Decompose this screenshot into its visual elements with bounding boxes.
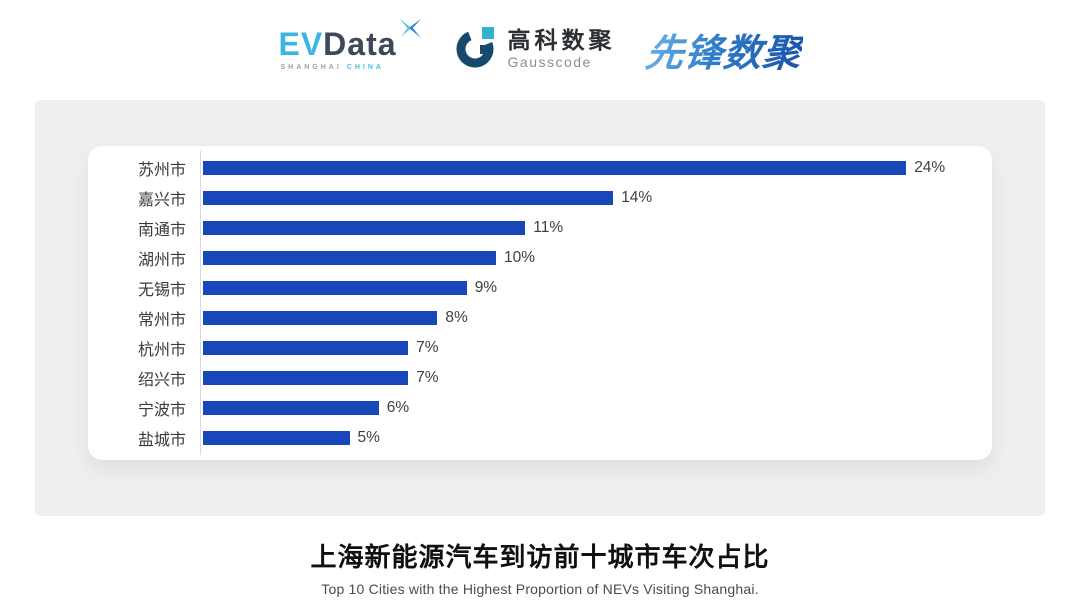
bar (203, 431, 350, 445)
bar-area: 8% (200, 309, 992, 327)
value-label: 7% (416, 339, 439, 356)
y-axis-line (200, 151, 201, 455)
gausscode-en-text: Gausscode (507, 54, 592, 71)
chart-row: 苏州市 24% (88, 153, 992, 183)
bar (203, 251, 496, 265)
value-label: 24% (914, 159, 946, 176)
caption: 上海新能源汽车到访前十城市车次占比 Top 10 Cities with the… (0, 537, 1080, 597)
bar-area: 7% (200, 369, 992, 387)
gausscode-logo: 高科数聚 Gausscode (453, 24, 616, 75)
category-label: 嘉兴市 (137, 192, 186, 209)
header-logos: EV Data SHANGHAI CHINA 高科数聚 (0, 0, 1080, 86)
chart-row: 绍兴市 7% (88, 363, 992, 393)
chart-row: 盐城市 5% (88, 423, 992, 453)
bar-area: 7% (200, 339, 992, 357)
evdata-data-text: Data (323, 25, 397, 62)
value-label: 5% (357, 429, 380, 446)
gausscode-cn-text: 高科数聚 (507, 26, 616, 53)
category-label: 杭州市 (137, 342, 186, 359)
evdata-shanghai-text: SHANGHAI (280, 63, 342, 71)
bar (203, 371, 409, 385)
category-label: 常州市 (137, 312, 186, 329)
category-label: 湖州市 (137, 252, 186, 269)
value-label: 9% (474, 279, 498, 296)
category-label: 无锡市 (137, 282, 186, 299)
evdata-wordmark: EV Data (278, 17, 422, 62)
bar (203, 191, 614, 205)
category-label: 绍兴市 (137, 372, 186, 389)
chart-card: 苏州市 24% 嘉兴市 14% 南通市 11% 湖州市 10% 无锡市 9% 常州市 8% 杭州市 7% 绍… (88, 146, 992, 460)
bar-chart: 苏州市 24% 嘉兴市 14% 南通市 11% 湖州市 10% 无锡市 9% 常州市 8% 杭州市 7% 绍… (88, 146, 992, 460)
xianfeng-wordmark-text: 先锋数聚 (643, 22, 805, 77)
evdata-subtext: SHANGHAI CHINA (278, 64, 422, 71)
value-label: 11% (533, 219, 564, 236)
bar (203, 341, 409, 355)
category-label: 苏州市 (137, 162, 186, 179)
value-label: 8% (445, 309, 468, 326)
xianfeng-logo: 先锋数聚 (643, 22, 805, 77)
bar-area: 5% (200, 429, 992, 447)
bar (203, 401, 379, 415)
gausscode-wordmark: 高科数聚 Gausscode (507, 26, 616, 71)
value-label: 10% (504, 249, 536, 266)
chart-panel: 苏州市 24% 嘉兴市 14% 南通市 11% 湖州市 10% 无锡市 9% 常州市 8% 杭州市 7% 绍… (35, 100, 1045, 516)
bar (203, 311, 438, 325)
chart-row: 无锡市 9% (88, 273, 992, 303)
pinwheel-x-icon (397, 16, 423, 45)
bar (203, 281, 467, 295)
category-label: 盐城市 (137, 432, 186, 449)
chart-row: 湖州市 10% (88, 243, 992, 273)
bar-area: 6% (200, 399, 992, 417)
bar-area: 9% (200, 279, 992, 297)
chart-row: 常州市 8% (88, 303, 992, 333)
chart-row: 嘉兴市 14% (88, 183, 992, 213)
bar (203, 221, 526, 235)
bar-area: 11% (200, 219, 992, 237)
category-label: 南通市 (137, 222, 186, 239)
value-label: 14% (621, 189, 653, 206)
value-label: 7% (416, 369, 439, 386)
bar (203, 161, 907, 175)
bar-area: 24% (200, 159, 992, 177)
category-label: 宁波市 (137, 402, 186, 419)
gausscode-mark-icon (453, 24, 499, 75)
chart-title: 上海新能源汽车到访前十城市车次占比 (310, 542, 770, 572)
chart-row: 宁波市 6% (88, 393, 992, 423)
value-label: 6% (386, 399, 410, 416)
bar-area: 14% (200, 189, 992, 207)
chart-row: 杭州市 7% (88, 333, 992, 363)
chart-subtitle: Top 10 Cities with the Highest Proportio… (321, 581, 759, 597)
chart-row: 南通市 11% (88, 213, 992, 243)
evdata-china-text: CHINA (346, 63, 384, 71)
evdata-logo: EV Data SHANGHAI CHINA (278, 17, 422, 71)
bar-area: 10% (200, 249, 992, 267)
evdata-ev-text: EV (278, 25, 324, 62)
